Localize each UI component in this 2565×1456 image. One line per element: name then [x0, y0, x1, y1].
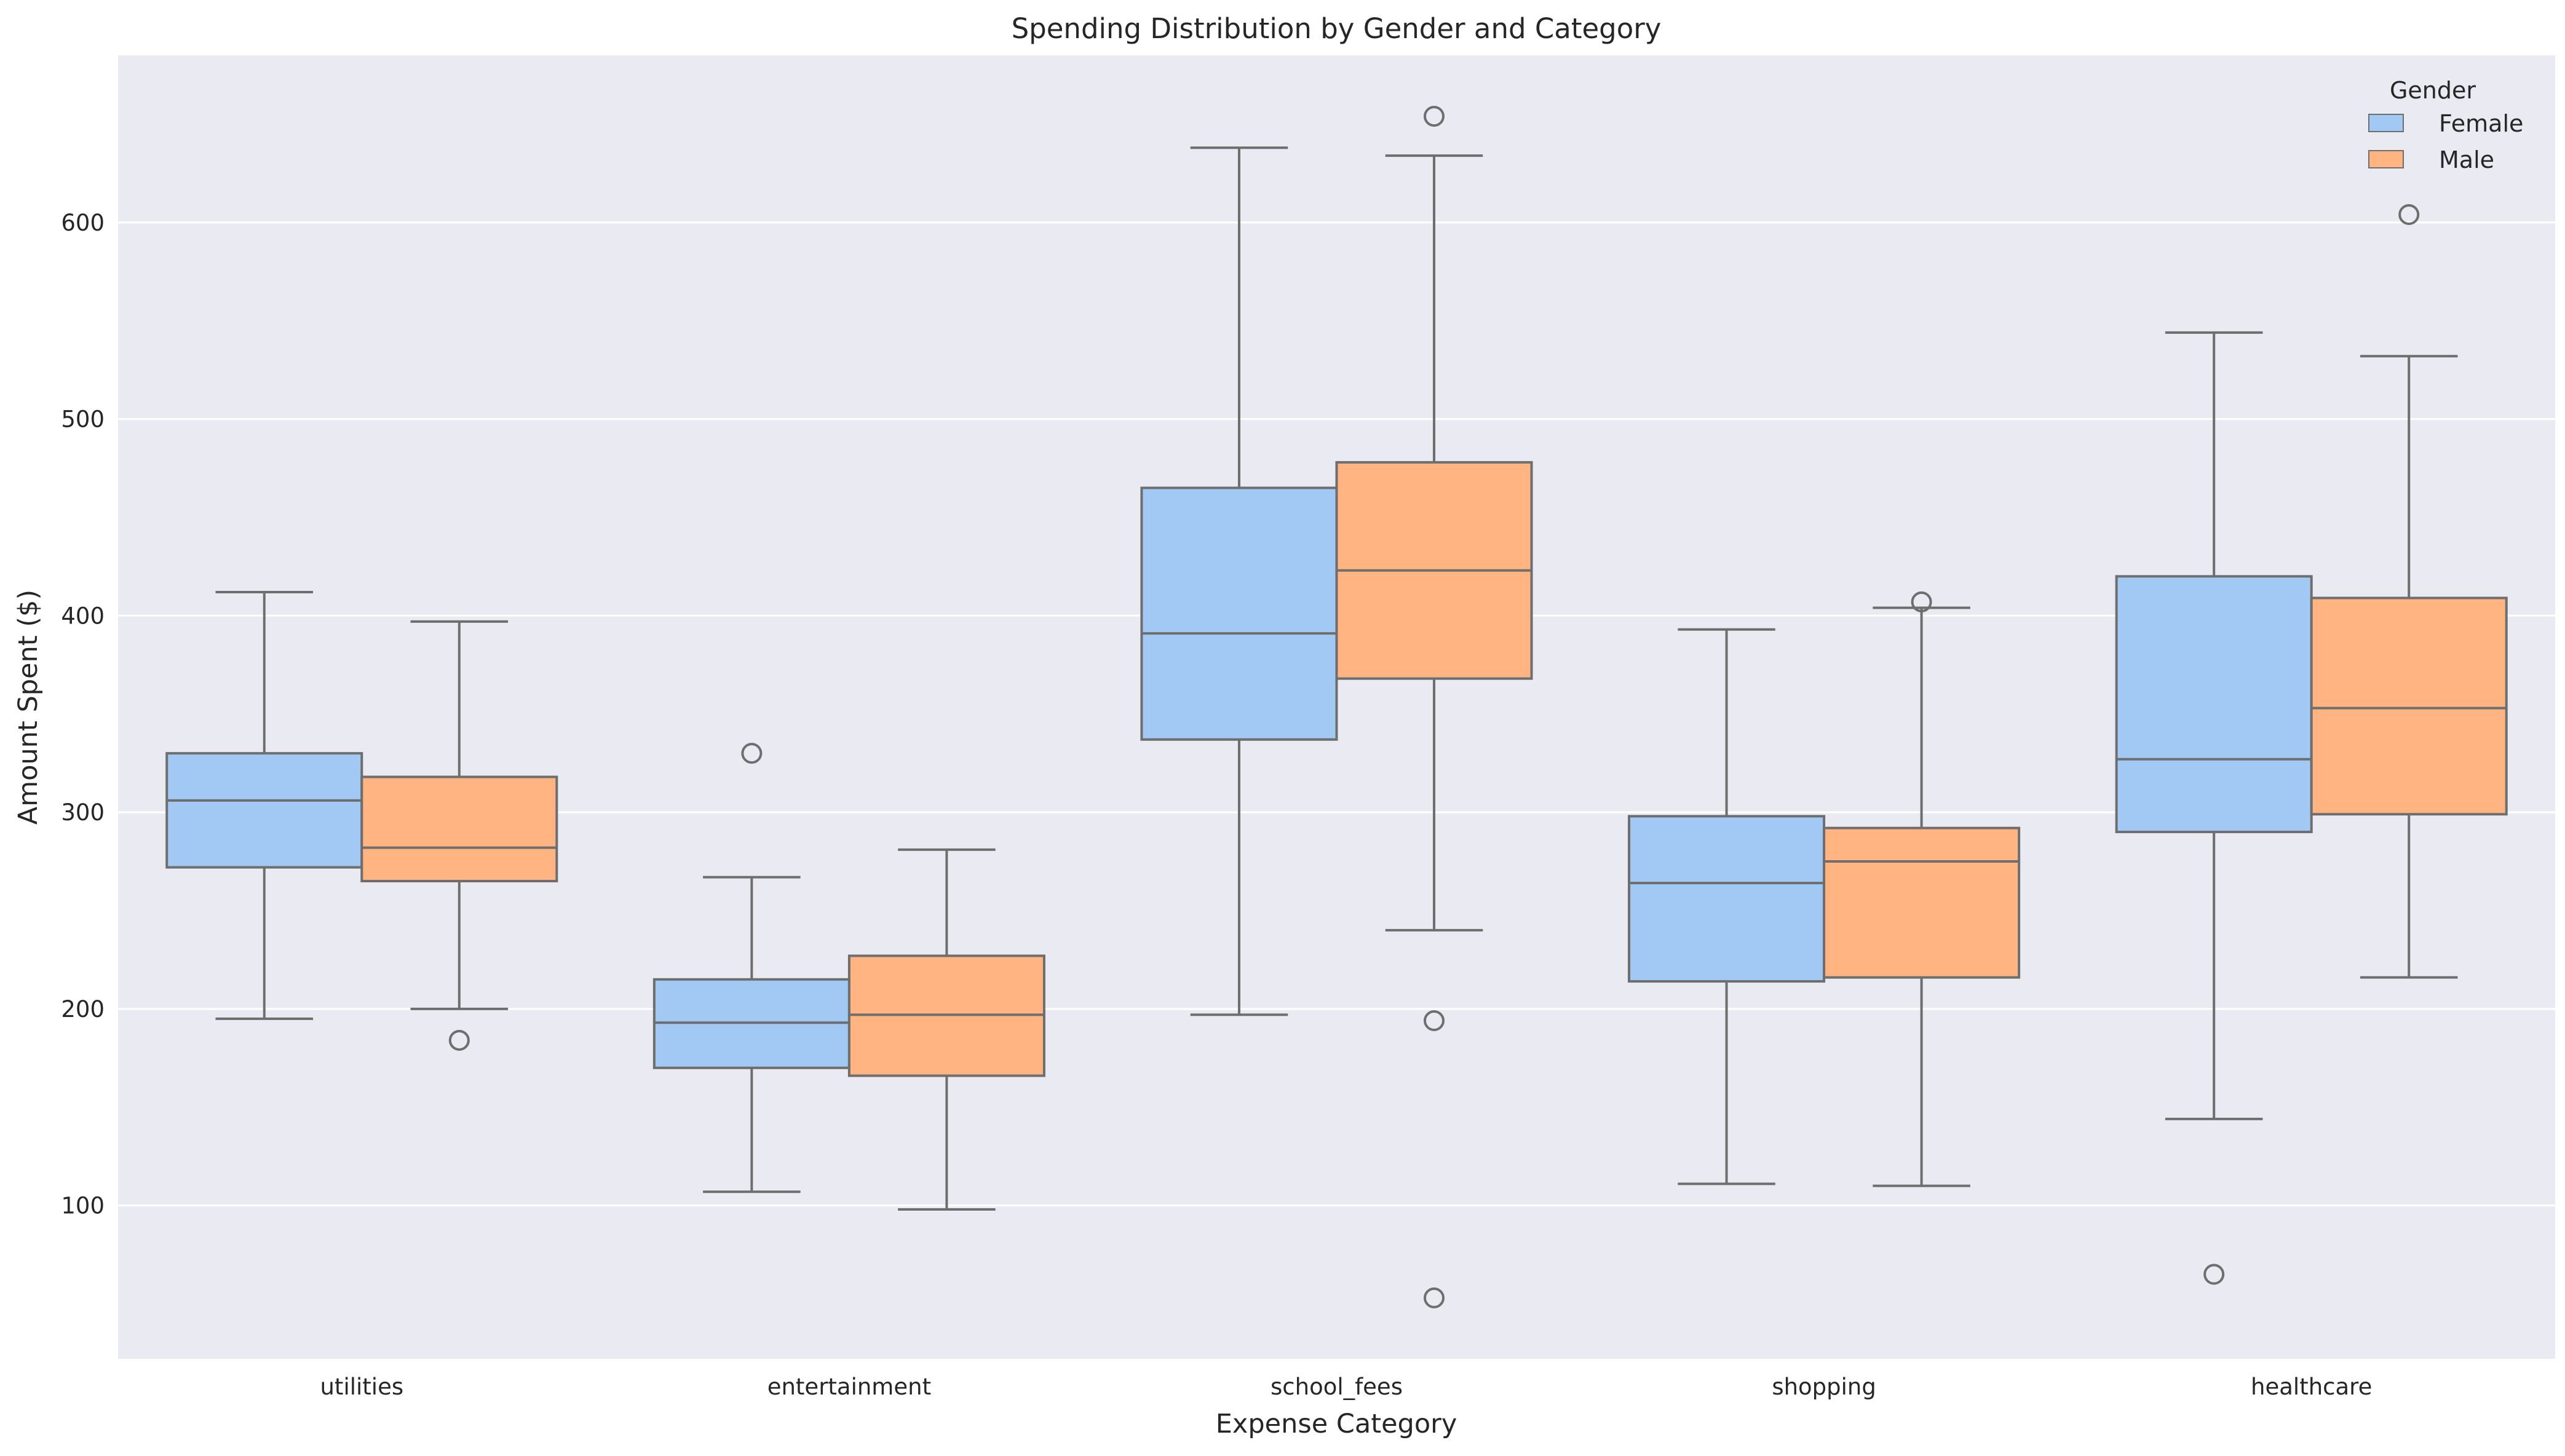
iqr-box	[1628, 815, 1826, 983]
box-male-shopping	[1823, 591, 2021, 1187]
x-tick-label-healthcare: healthcare	[2251, 1374, 2372, 1400]
outlier-point	[2203, 1264, 2225, 1285]
boxes	[165, 106, 2508, 1308]
box-male-school_fees	[1335, 106, 1533, 1308]
x-axis-label: Expense Category	[1216, 1409, 1457, 1439]
legend-swatch-female	[2368, 114, 2404, 132]
box-male-healthcare	[2310, 204, 2508, 979]
iqr-box	[360, 775, 558, 882]
outlier-point	[1911, 591, 1932, 612]
box-female-shopping	[1628, 628, 1826, 1185]
legend-swatch-male	[2368, 150, 2404, 168]
y-axis-label: Amount Spent ($)	[13, 590, 44, 825]
outlier-point	[741, 743, 763, 764]
legend-label-female: Female	[2439, 110, 2523, 137]
x-tick-label-utilities: utilities	[320, 1374, 403, 1400]
y-tick-label-200: 200	[61, 996, 105, 1023]
y-tick-label-300: 300	[61, 799, 105, 826]
outlier-point	[2398, 204, 2420, 226]
box-male-entertainment	[847, 848, 1045, 1211]
axes: 100 200 300 400 500 600 utilities entertainment…	[61, 210, 2372, 1400]
x-tick-label-school_fees: school_fees	[1271, 1374, 1403, 1400]
box-female-utilities	[165, 590, 363, 1020]
y-tick-label-100: 100	[61, 1193, 105, 1219]
chart-title: Spending Distribution by Gender and Cate…	[1012, 12, 1662, 45]
outlier-point	[1424, 1287, 1445, 1308]
box-female-school_fees	[1140, 146, 1338, 1016]
x-tick-label-shopping: shopping	[1772, 1374, 1876, 1400]
outlier-point	[1424, 1010, 1445, 1032]
iqr-box	[2310, 596, 2508, 816]
legend-title: Gender	[2390, 77, 2476, 104]
x-tick-label-entertainment: entertainment	[767, 1374, 931, 1400]
iqr-box	[1823, 826, 2021, 979]
box-female-healthcare	[2115, 331, 2313, 1285]
y-tick-label-600: 600	[61, 210, 105, 236]
iqr-box	[2115, 575, 2313, 834]
y-tick-label-400: 400	[61, 603, 105, 629]
legend-label-male: Male	[2439, 146, 2494, 173]
y-tick-label-500: 500	[61, 406, 105, 433]
outlier-point	[448, 1029, 470, 1051]
iqr-box	[165, 752, 363, 869]
legend: Gender Female Male	[2368, 77, 2523, 173]
box-male-utilities	[360, 620, 558, 1051]
outlier-point	[1424, 106, 1445, 127]
iqr-box	[1140, 486, 1338, 741]
